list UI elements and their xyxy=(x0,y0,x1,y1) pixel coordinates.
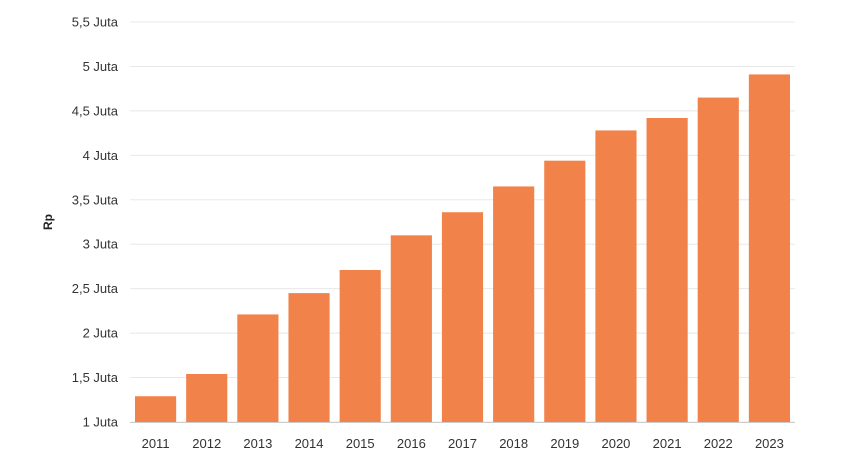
x-tick-label: 2017 xyxy=(448,436,477,451)
y-axis-ticks: 1 Juta 1,5 Juta 2 Juta 2,5 Juta 3 Juta 3,5 Ju… xyxy=(72,15,119,430)
y-tick-label: 5,5 Juta xyxy=(72,15,119,30)
bar-2011[interactable] xyxy=(135,396,177,422)
x-tick-label: 2020 xyxy=(601,436,630,451)
bar-2015[interactable] xyxy=(339,270,381,422)
x-tick-label: 2022 xyxy=(704,436,733,451)
x-tick-label: 2016 xyxy=(397,436,426,451)
x-tick-label: 2019 xyxy=(550,436,579,451)
bar-2020[interactable] xyxy=(595,130,637,422)
y-tick-label: 1,5 Juta xyxy=(72,370,119,385)
y-axis-title: Rp xyxy=(41,214,55,230)
y-tick-label: 3,5 Juta xyxy=(72,192,119,207)
bar-2014[interactable] xyxy=(288,293,330,422)
y-tick-label: 2 Juta xyxy=(83,326,119,341)
y-tick-label: 2,5 Juta xyxy=(72,281,119,296)
bars xyxy=(135,74,790,423)
x-tick-label: 2011 xyxy=(142,436,170,451)
x-tick-label: 2012 xyxy=(192,436,221,451)
bar-2012[interactable] xyxy=(186,374,228,422)
y-tick-label: 1 Juta xyxy=(83,415,119,430)
bar-2022[interactable] xyxy=(697,97,739,422)
y-tick-label: 5 Juta xyxy=(83,59,119,74)
x-tick-label: 2023 xyxy=(755,436,784,451)
x-axis-ticks: 2011 2012 2013 2014 2015 2016 2017 2018 2019 2020… xyxy=(142,436,784,451)
x-tick-label: 2021 xyxy=(653,436,682,451)
bar-2013[interactable] xyxy=(237,314,279,422)
x-tick-label: 2013 xyxy=(243,436,272,451)
bar-2017[interactable] xyxy=(441,212,484,422)
bar-2016[interactable] xyxy=(390,235,432,422)
x-tick-label: 2015 xyxy=(346,436,375,451)
y-tick-label: 3 Juta xyxy=(83,237,119,252)
y-tick-label: 4 Juta xyxy=(83,148,119,163)
bar-2023[interactable] xyxy=(748,74,790,422)
bar-2021[interactable] xyxy=(646,118,688,422)
bar-2019[interactable] xyxy=(544,160,586,423)
x-tick-label: 2018 xyxy=(499,436,528,451)
y-tick-label: 4,5 Juta xyxy=(72,103,119,118)
bar-2018[interactable] xyxy=(493,186,535,422)
x-tick-label: 2014 xyxy=(295,436,324,451)
